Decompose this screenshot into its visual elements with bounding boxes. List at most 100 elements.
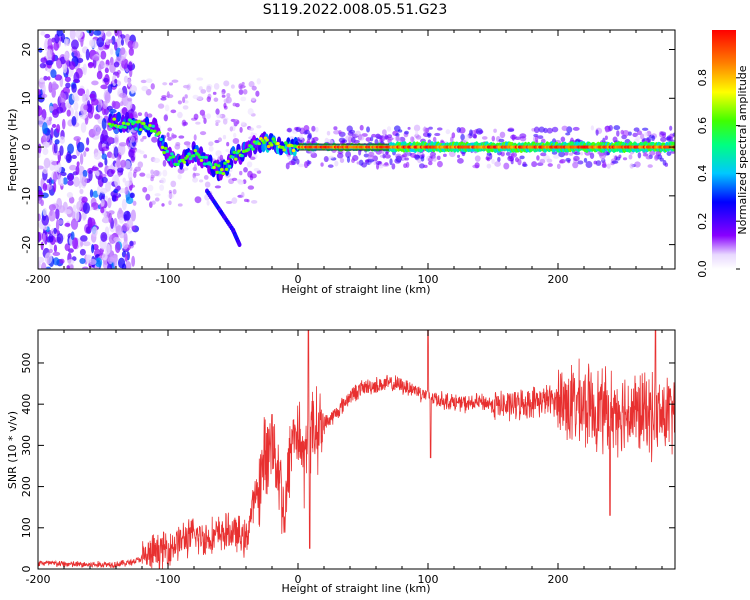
spectrogram-noise-cell <box>91 226 98 237</box>
spectrogram-noise-cell <box>53 171 58 183</box>
spectrogram-noise-cell <box>238 83 243 90</box>
snr-y-tick-label: 500 <box>20 352 33 373</box>
spectrogram-noise-cell <box>38 105 43 117</box>
spectrogram-noise-cell <box>103 64 110 69</box>
spectrogram-y-tick-label: 0 <box>20 144 33 151</box>
spectrogram-noise-cell <box>536 155 540 161</box>
spectrogram-noise-cell <box>65 153 72 164</box>
spectrogram-noise-cell <box>510 152 518 158</box>
spectrogram-noise-cell <box>116 167 124 173</box>
snr-x-label: Height of straight line (km) <box>281 582 430 595</box>
spectrogram-y-label: Frequency (Hz) <box>6 109 19 192</box>
spectrogram-noise-cell <box>130 209 136 222</box>
spectrogram-noise-cell <box>56 106 64 114</box>
spectrogram-noise-cell <box>239 170 243 176</box>
spectrogram-noise-cell <box>43 157 51 169</box>
spectrogram-noise-cell <box>436 155 441 161</box>
spectrogram-noise-cell <box>71 92 79 101</box>
spectrogram-noise-cell <box>229 126 234 132</box>
spectrogram-noise-cell <box>208 141 214 147</box>
spectrogram-noise-cell <box>503 162 510 170</box>
spectrogram-noise-cell <box>128 47 134 56</box>
snr-y-tick-label: 100 <box>20 517 33 538</box>
spectrogram-noise-cell <box>605 126 609 133</box>
spectrogram-noise-cell <box>651 135 656 142</box>
spectrogram-x-label: Height of straight line (km) <box>281 283 430 296</box>
spectrogram-noise-cell <box>66 109 71 117</box>
spectrogram-noise-cell <box>247 185 255 190</box>
spectrogram-noise-cell <box>145 88 152 96</box>
spectrogram-noise-cell <box>44 33 51 39</box>
spectrogram-noise-cell <box>86 104 93 113</box>
spectrogram-y-tick-label: -10 <box>20 187 33 205</box>
spectrogram-noise-cell <box>472 133 477 139</box>
spectrogram-noise-cell <box>507 128 515 133</box>
spectrogram-noise-cell <box>120 101 124 107</box>
spectrogram-noise-cell <box>225 200 233 204</box>
spectrogram-ridge-core <box>249 145 254 149</box>
spectrogram-noise-cell <box>553 154 560 159</box>
spectrogram-noise-cell <box>58 219 64 225</box>
spectrogram-noise-cell <box>622 130 630 137</box>
spectrogram-noise-cell <box>429 152 435 157</box>
spectrogram-noise-cell <box>236 179 243 183</box>
spectrogram-noise-cell <box>131 255 136 267</box>
spectrogram-noise-cell <box>42 207 48 217</box>
spectrogram-noise-cell <box>558 151 566 158</box>
spectrogram-noise-cell <box>142 186 148 193</box>
spectrogram-noise-cell <box>48 81 53 93</box>
spectrogram-noise-cell <box>48 116 53 122</box>
spectrogram-noise-cell <box>427 132 432 137</box>
spectrogram-noise-cell <box>64 222 71 227</box>
spectrogram-x-tick-labels: -200 -100 0 100 200 <box>26 273 569 286</box>
spectrogram-ridge-core <box>215 170 219 175</box>
spectrogram-noise-cell <box>666 151 672 157</box>
spectrogram-noise-cell <box>164 104 170 112</box>
spectrogram-ridge-core <box>226 159 230 163</box>
spectrogram-noise-cell <box>320 162 324 167</box>
spectrogram-noise-cell <box>128 149 135 158</box>
spectrogram-noise-cell <box>383 162 389 166</box>
spectrogram-noise-cell <box>92 124 101 136</box>
spectrogram-noise-cell <box>420 156 425 162</box>
spectrogram-noise-cell <box>107 84 113 94</box>
colorbar: 0.0 0.2 0.4 0.6 0.8 Normalized spectral ampl… <box>696 30 749 278</box>
spectrogram-noise-cell <box>141 85 149 92</box>
spectrogram-noise-cell <box>79 258 86 265</box>
spectrogram-noise-cell <box>64 76 71 83</box>
spectrogram-noise-cell <box>382 153 386 159</box>
spectrogram-noise-cell <box>146 173 151 179</box>
spectrogram-noise-cell <box>119 34 126 39</box>
spectrogram-noise-cell <box>600 156 606 161</box>
spectrogram-noise-cell <box>67 179 74 186</box>
spectrogram-noise-cell <box>248 127 255 132</box>
spectrogram-noise-cell <box>182 105 189 110</box>
spectrogram-noise-cell <box>632 132 638 138</box>
spectrogram-noise-cell <box>51 81 57 91</box>
spectrogram-noise-cell <box>163 114 168 122</box>
spectrogram-noise-cell <box>45 60 54 66</box>
spectrogram-noise-cell <box>499 131 506 139</box>
snr-y-tick-label: 0 <box>20 566 33 573</box>
spectrogram-noise-cell <box>95 257 103 268</box>
spectrogram-area <box>38 30 675 269</box>
spectrogram-noise-cell <box>203 174 209 180</box>
spectrogram-noise-cell <box>75 30 83 39</box>
spectrogram-ridge-core <box>146 127 151 131</box>
spectrogram-noise-cell <box>59 136 66 144</box>
spectrogram-noise-cell <box>589 152 595 160</box>
spectrogram-noise-cell <box>85 48 90 61</box>
spectrogram-noise-cell <box>56 233 64 245</box>
spectrogram-noise-cell <box>96 185 101 196</box>
spectrogram-noise-cell <box>361 162 367 168</box>
spectrogram-noise-cell <box>167 192 175 199</box>
spectrogram-noise-cell <box>46 48 53 60</box>
spectrogram-noise-cell <box>172 188 177 195</box>
spectrogram-noise-cell <box>351 137 356 144</box>
spectrogram-noise-cell <box>389 158 393 166</box>
spectrogram-noise-cell <box>44 252 53 265</box>
spectrogram-noise-cell <box>287 127 293 133</box>
spectrogram-noise-cell <box>162 169 168 177</box>
spectrogram-noise-cell <box>410 152 417 158</box>
spectrogram-noise-cell <box>618 154 622 159</box>
